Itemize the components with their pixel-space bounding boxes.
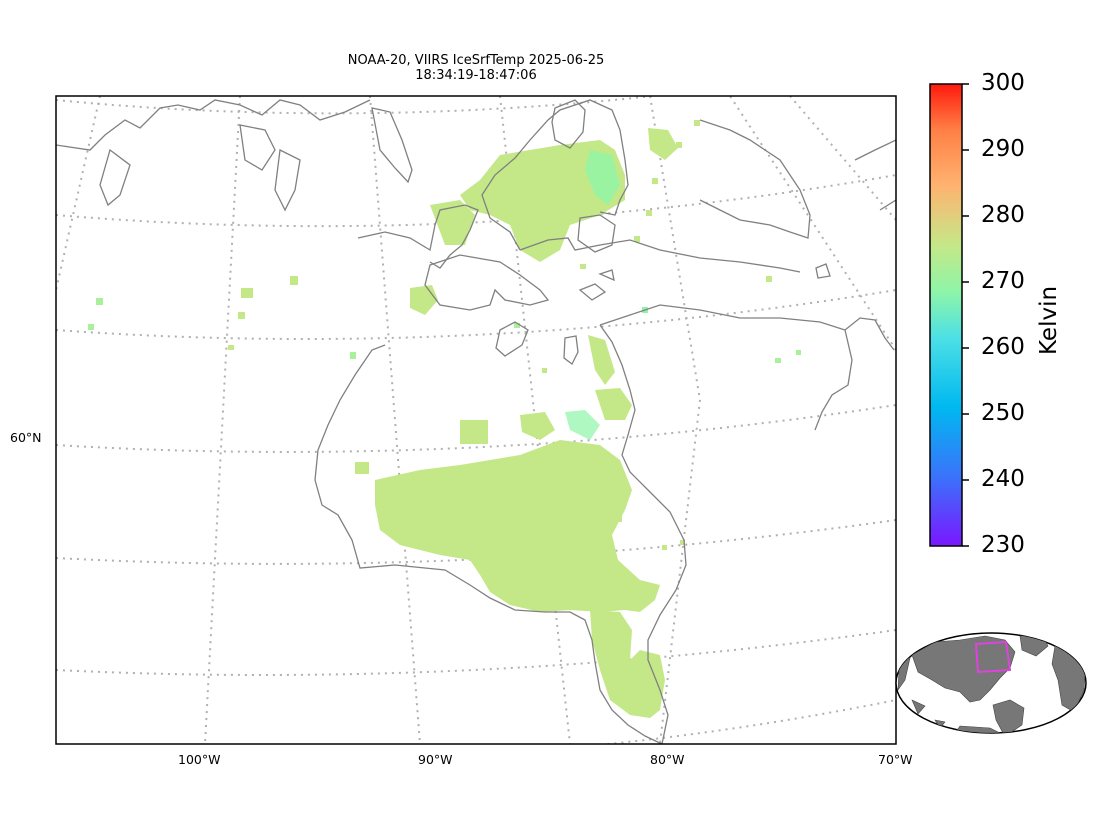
coastlines <box>56 99 896 744</box>
colorbar-tick-label: 270 <box>981 268 1025 294</box>
colorbar-tick-label: 260 <box>981 334 1025 360</box>
map-frame <box>55 95 897 745</box>
colorbar-ticks <box>962 83 969 547</box>
colorbar-gradient <box>929 83 963 547</box>
labrador-coast <box>844 317 895 351</box>
greenland-edge <box>854 139 896 211</box>
map-title-line2: 18:34:19-18:47:06 <box>415 68 537 83</box>
hudson-strait-ice <box>595 388 632 420</box>
longitude-label-90w: 90°W <box>418 752 453 767</box>
hudson-bay-cold-strip <box>565 410 600 440</box>
ungava-coast <box>599 304 853 431</box>
strait-ice-strip <box>430 200 475 245</box>
map-panel <box>56 96 896 744</box>
inset-region-highlight <box>974 640 1012 674</box>
colorbar-tick-label: 300 <box>981 70 1025 96</box>
colorbar-tick-label: 240 <box>981 466 1025 492</box>
mansel-island <box>563 335 579 365</box>
southampton-island <box>424 254 550 311</box>
longitude-label-70w: 70°W <box>878 752 913 767</box>
longitude-label-100w: 100°W <box>178 752 221 767</box>
northeast-ice-patch <box>648 128 678 160</box>
small-islands <box>578 263 831 301</box>
longitude-label-80w: 80°W <box>650 752 685 767</box>
melville-peninsula <box>357 204 479 269</box>
latitude-label-60n: 60°N <box>10 430 42 445</box>
baffin-south-coast <box>519 237 801 273</box>
coats-island <box>495 321 529 357</box>
colorbar-tick-label: 290 <box>981 136 1025 162</box>
foxe-basin-cold-ice <box>585 150 620 205</box>
mid-bay-ice-patch <box>520 412 555 440</box>
graticule-parallels <box>56 96 896 744</box>
james-bay-ice <box>590 610 665 718</box>
colorbar-tick-label: 230 <box>981 532 1025 558</box>
northwest-arctic-coast <box>56 99 371 151</box>
map-title-line1: NOAA-20, VIIRS IceSrfTemp 2025-06-25 <box>347 53 605 68</box>
baffin-island-coast <box>481 99 629 251</box>
arctic-islands <box>99 107 413 212</box>
colorbar-tick-label: 280 <box>981 202 1025 228</box>
hudson-bay-ice <box>375 440 660 612</box>
colorbar <box>929 83 969 547</box>
foxe-channel-ice <box>588 335 615 385</box>
baffin-east-coast <box>699 119 811 239</box>
inset-south-america <box>992 699 1025 733</box>
foxe-basin-islands <box>551 99 586 149</box>
inset-globe <box>895 632 1087 734</box>
colorbar-tick-label: 250 <box>981 400 1025 426</box>
inset-north-america <box>911 635 1016 703</box>
hudson-bay-east-coast <box>599 324 687 744</box>
colorbar-label: Kelvin <box>1036 285 1062 355</box>
hudson-bay-coast <box>314 344 663 744</box>
baffin-interior-lake <box>577 214 616 253</box>
graticule-meridians <box>56 96 896 744</box>
